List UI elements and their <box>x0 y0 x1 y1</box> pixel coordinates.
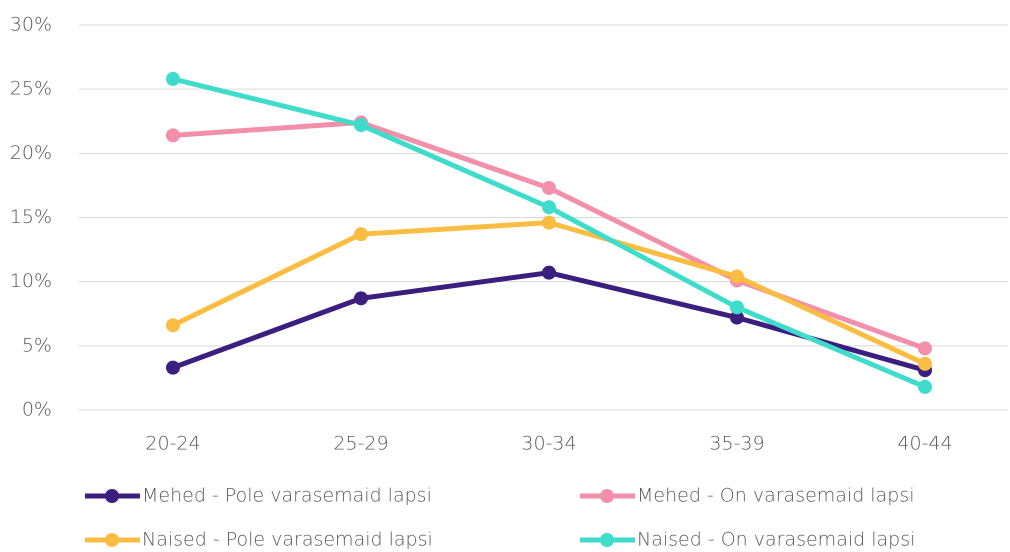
data-point <box>166 71 180 86</box>
data-point <box>918 356 932 371</box>
y-tick-label: 25% <box>10 78 52 100</box>
data-point <box>918 341 932 356</box>
y-tick-label: 30% <box>10 14 52 36</box>
legend-label: Mehed - On varasemaid lapsi <box>637 485 914 507</box>
legend-marker <box>105 533 119 547</box>
series-line <box>172 76 926 390</box>
legend-label: Mehed - Pole varasemaid lapsi <box>142 485 432 507</box>
y-tick-label: 0% <box>22 399 52 421</box>
data-point <box>166 128 180 143</box>
data-point <box>730 310 744 325</box>
data-point <box>166 318 180 333</box>
data-point <box>542 215 556 230</box>
x-tick-label: 35-39 <box>709 433 764 455</box>
data-point <box>354 118 368 133</box>
data-point <box>542 200 556 215</box>
y-tick-label: 20% <box>10 142 52 164</box>
series-line <box>172 270 926 373</box>
data-point <box>542 265 556 280</box>
legend-label: Naised - Pole varasemaid lapsi <box>142 529 433 551</box>
y-tick-label: 10% <box>10 270 52 292</box>
legend-marker <box>600 489 614 503</box>
data-point <box>354 227 368 242</box>
legend-label: Naised - On varasemaid lapsi <box>637 529 915 551</box>
series-line <box>172 120 926 351</box>
y-tick-label: 15% <box>10 206 52 228</box>
legend-marker <box>105 489 119 503</box>
data-point <box>354 291 368 306</box>
y-tick-label: 5% <box>22 334 52 356</box>
data-point <box>730 300 744 315</box>
series-line <box>171 220 927 367</box>
data-point <box>918 379 932 394</box>
x-tick-label: 20-24 <box>145 433 200 455</box>
data-point <box>166 360 180 375</box>
x-tick-label: 25-29 <box>333 433 388 455</box>
legend-marker <box>600 533 614 547</box>
x-tick-label: 30-34 <box>521 433 576 455</box>
data-point <box>542 180 556 195</box>
x-tick-label: 40-44 <box>897 433 952 455</box>
data-point <box>730 269 744 284</box>
